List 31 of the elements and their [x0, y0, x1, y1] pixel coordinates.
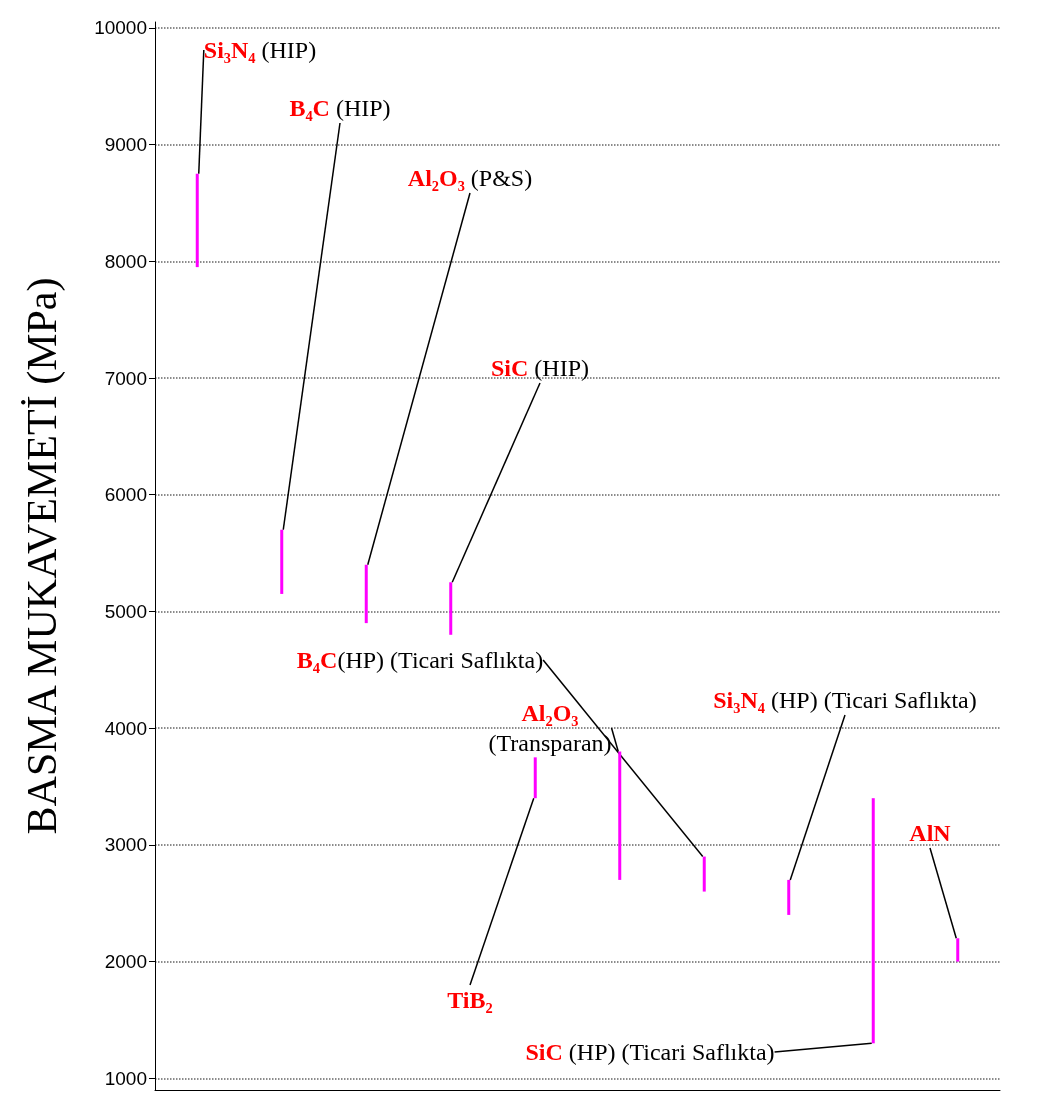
- bar: [618, 751, 622, 880]
- annotation: Al₂O₃ (Transparan): [488, 700, 612, 756]
- bar: [702, 856, 706, 892]
- y-tick-label: 9000: [104, 134, 147, 156]
- bar: [533, 757, 537, 799]
- y-tick-label: 5000: [104, 600, 147, 622]
- bar: [364, 564, 368, 624]
- bar: [871, 798, 875, 1044]
- bar: [956, 938, 960, 962]
- bar: [449, 582, 453, 635]
- annotation: Al₂O₃ (P&S): [407, 165, 533, 191]
- bar: [787, 879, 791, 915]
- annotation: TiB₂: [447, 987, 493, 1013]
- bar: [280, 529, 284, 594]
- y-tick-label: 3000: [104, 834, 147, 856]
- annotation: SiC (HP) (Ticari Saflıkta): [525, 1039, 775, 1065]
- y-tick-label: 1000: [104, 1067, 147, 1089]
- y-tick-label: 2000: [104, 951, 147, 973]
- y-tick-label: 10000: [94, 17, 147, 39]
- annotation: B₄C (HIP): [289, 95, 391, 121]
- bar: [195, 173, 199, 268]
- y-axis-title: BASMA MUKAVEMETİ (MPa): [19, 277, 66, 835]
- annotation: Si₃N₄ (HIP): [203, 37, 317, 63]
- y-tick-label: 7000: [104, 367, 147, 389]
- y-tick-label: 6000: [104, 484, 147, 506]
- annotation: B₄C(HP) (Ticari Saflıkta): [296, 647, 544, 673]
- annotation: AlN: [909, 820, 952, 846]
- y-tick-label: 8000: [104, 250, 147, 272]
- annotation: Si₃N₄ (HP) (Ticari Saflıkta): [713, 687, 977, 713]
- annotation: SiC (HIP): [490, 355, 589, 381]
- y-tick-label: 4000: [104, 717, 147, 739]
